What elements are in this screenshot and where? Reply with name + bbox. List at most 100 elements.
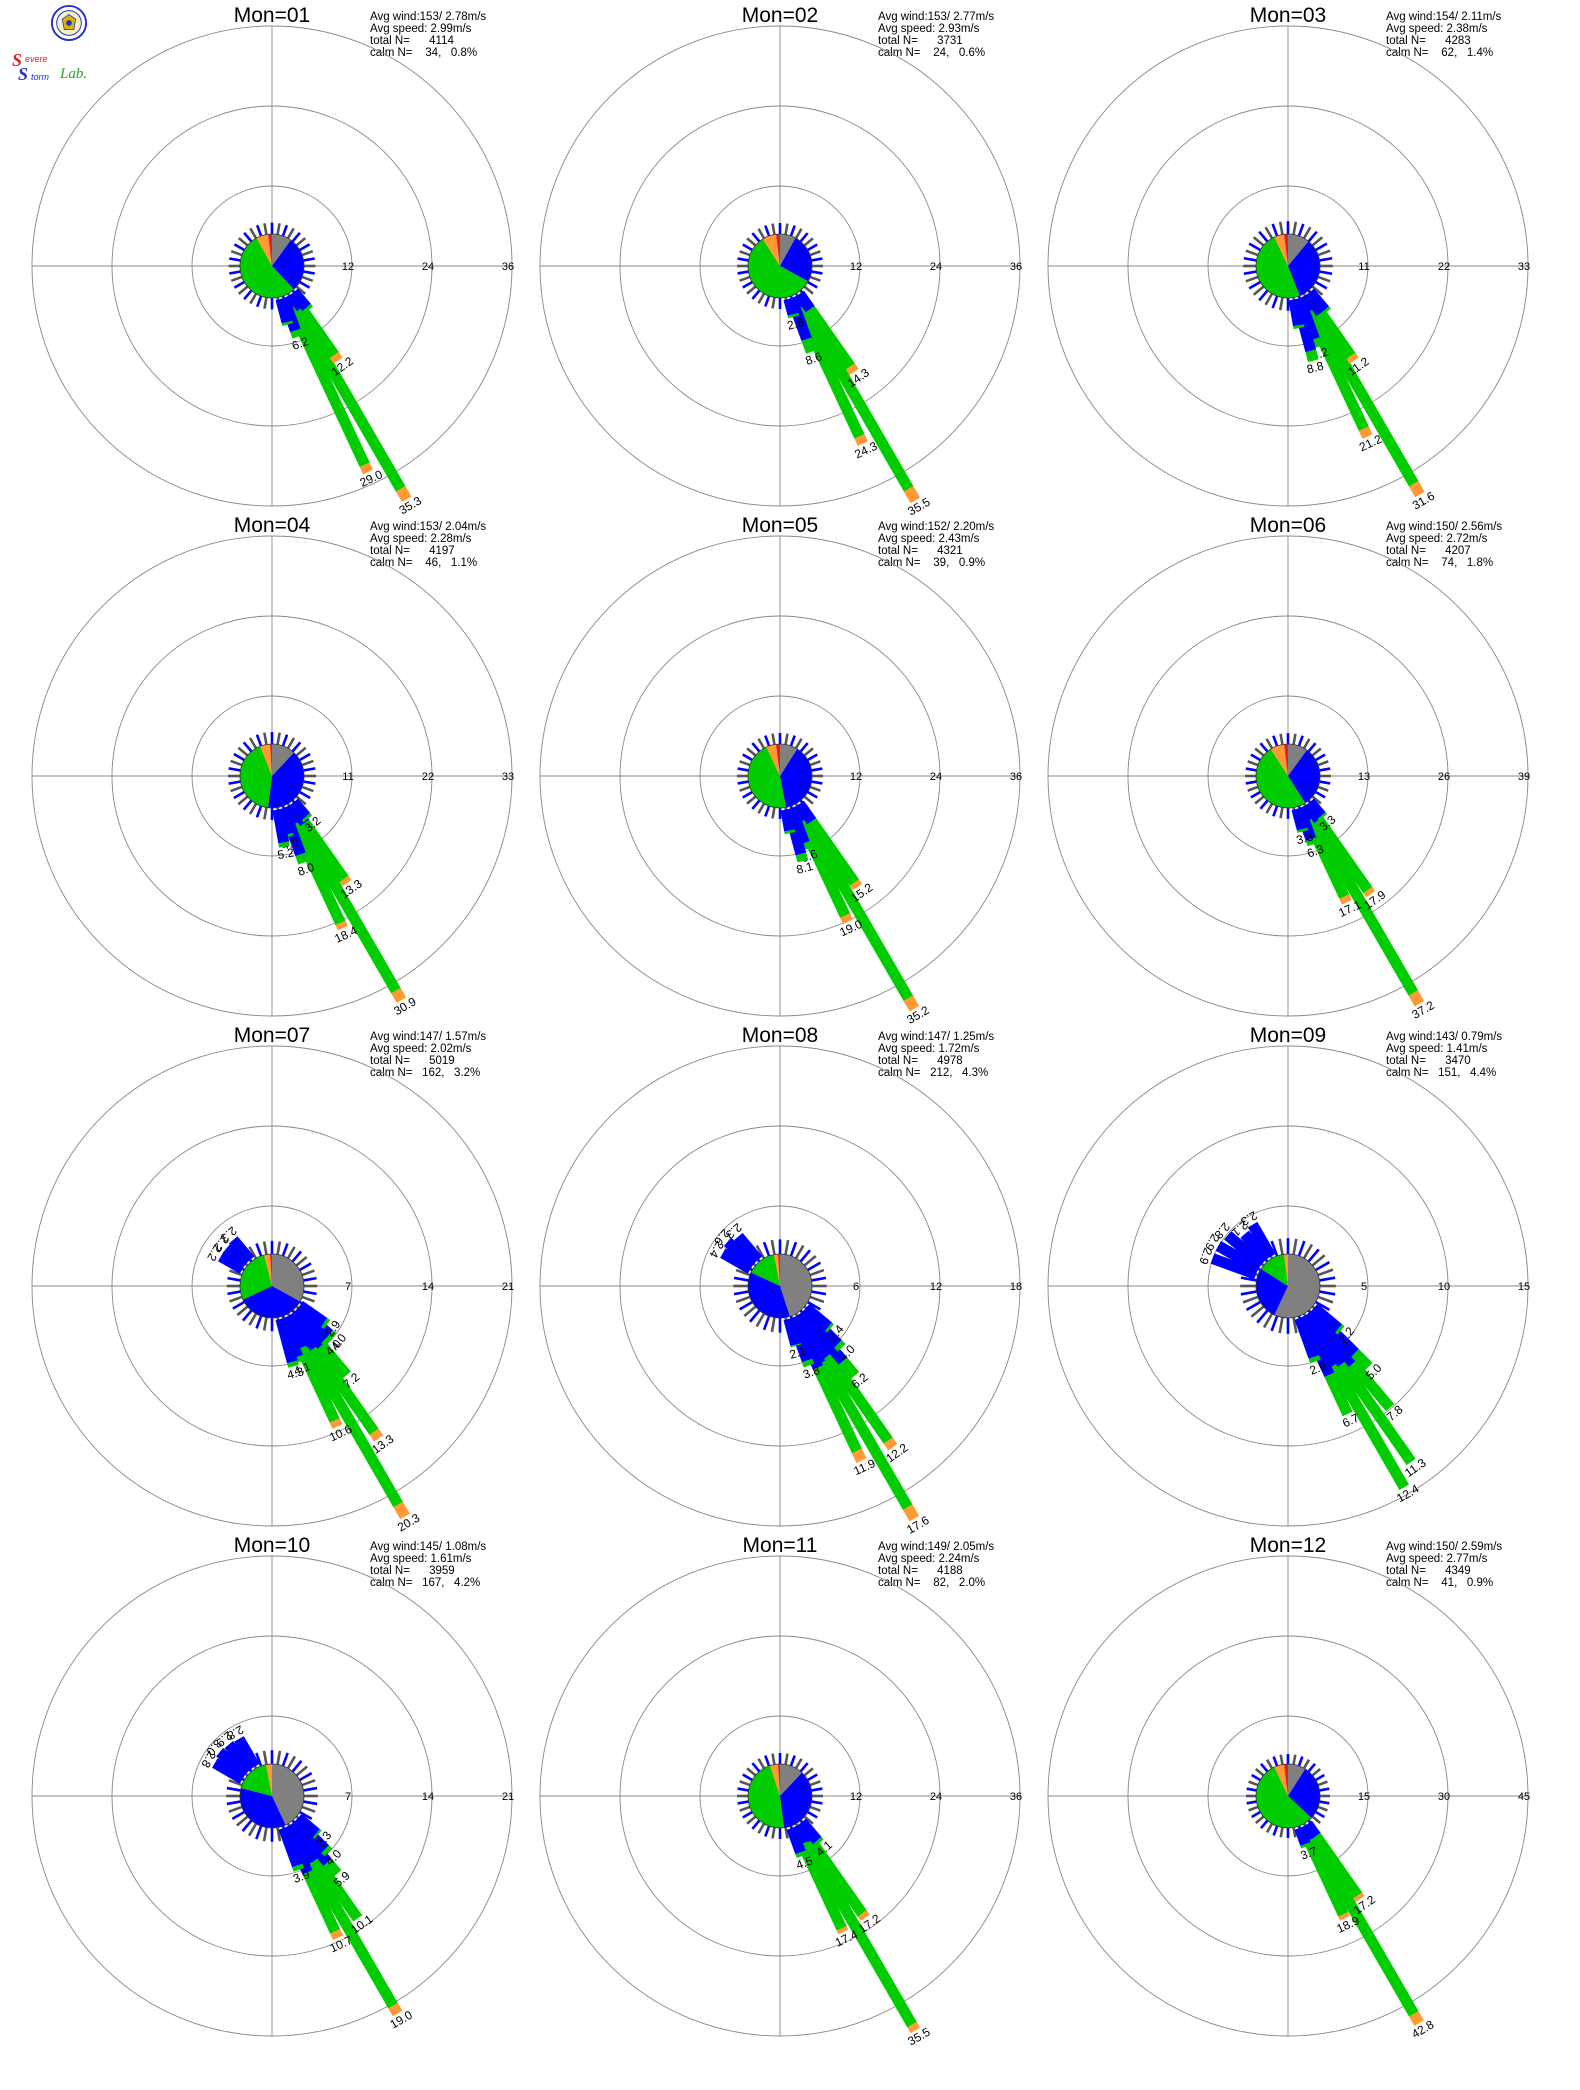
stats-line: total N= 4114 [370,35,454,47]
direction-tick [1292,733,1297,745]
direction-tick [1251,1810,1261,1819]
direction-tick [233,280,245,289]
pie-slice [269,1254,272,1286]
wind-spoke [329,351,343,364]
direction-tick [771,733,776,745]
direction-tick [286,1246,296,1259]
direction-tick [301,1779,316,1787]
wind-spoke [798,304,914,492]
ring-label: 36 [1010,771,1022,783]
ring-label: 21 [502,1791,514,1803]
ring-label: 36 [1010,261,1022,273]
wind-spoke [801,1358,815,1368]
direction-tick [784,223,789,235]
pie-slice [1283,744,1288,776]
direction-tick [1240,1276,1257,1282]
pie-slice [777,1764,780,1796]
pie-slice [272,1764,304,1825]
direction-tick [248,1246,258,1259]
direction-tick [1292,1238,1298,1255]
direction-tick [303,270,315,275]
direction-tick [794,1758,803,1769]
stats-line: calm N= 74, 1.8% [1386,557,1493,569]
direction-tick [1272,1825,1279,1836]
spoke-label: 2.9 [1308,1359,1329,1378]
direction-tick [1279,1754,1284,1765]
wind-spoke [216,1747,250,1779]
wind-spoke [1324,1372,1353,1417]
direction-tick [764,805,771,817]
wind-spoke [1320,306,1331,316]
stats-line: Avg speed: 2.02m/s [370,1043,472,1055]
direction-tick [1264,293,1274,306]
direction-tick [1302,226,1312,239]
direction-tick [1271,295,1279,309]
wind-spoke [321,1335,333,1347]
pie-slice [775,744,780,776]
stats-line: Avg wind:145/ 1.08m/s [370,1541,486,1553]
direction-tick [299,1810,313,1821]
wind-spoke [1309,308,1419,487]
direction-tick [1297,1240,1306,1257]
direction-tick [231,1810,245,1821]
stats-line: Avg wind:147/ 1.57m/s [370,1031,486,1043]
wind-spoke [1291,807,1308,831]
direction-tick [742,243,753,252]
direction-tick [241,1819,253,1832]
wind-spoke [836,1925,849,1935]
direction-tick [301,759,314,767]
direction-tick [230,275,243,283]
wind-spoke [1310,1303,1343,1333]
pie-slice [269,744,272,776]
pie-slice [1288,744,1307,776]
pie-outline [239,1763,305,1829]
wind-spoke [275,1317,298,1364]
direction-tick [1245,275,1259,283]
stats-line: calm N= 62, 1.4% [1386,47,1493,59]
direction-tick [1270,1240,1279,1257]
ring-label: 45 [1518,1791,1530,1803]
direction-tick [803,1815,814,1825]
direction-tick [301,275,314,283]
pie-outline [1255,1253,1321,1319]
pie-outline [1255,1763,1321,1829]
wind-spoke [359,462,374,475]
direction-tick [809,1268,825,1277]
wind-spoke [296,304,339,359]
direction-tick [739,1805,751,1812]
direction-tick [1315,753,1326,762]
direction-tick [301,1295,315,1303]
stats-line: Avg wind:153/ 2.78m/s [370,11,486,23]
wind-spoke [229,1236,255,1264]
pie-slice [1274,1254,1320,1318]
direction-tick [303,767,316,772]
spoke-label: 4.5 [794,1853,815,1872]
wind-spoke [838,1357,860,1379]
ring-label: 24 [422,261,434,273]
stats-line: calm N= 82, 2.0% [878,1577,985,1589]
direction-tick [286,227,295,239]
wind-spoke [857,1910,870,1921]
pie-slice [272,234,291,266]
direction-tick [1245,780,1257,785]
direction-tick [742,790,753,799]
pie-slice [239,237,294,298]
wind-spoke [212,1758,246,1784]
pie-slice [1283,1254,1288,1286]
direction-tick [1258,289,1269,302]
pie-slice [267,752,305,809]
pie-slice [780,1764,802,1796]
chart-title: Mon=03 [1250,4,1326,27]
university-seal-icon [50,4,88,42]
stats-line: Avg wind:154/ 2.11m/s [1386,11,1502,23]
wind-spoke [1329,1362,1409,1491]
pie-slice [774,1254,780,1286]
wind-spoke [807,818,860,886]
stats-line: Avg speed: 2.72m/s [1386,533,1488,545]
wind-spoke [1311,1832,1363,1899]
wind-spoke [223,1243,250,1269]
direction-tick [739,760,751,767]
